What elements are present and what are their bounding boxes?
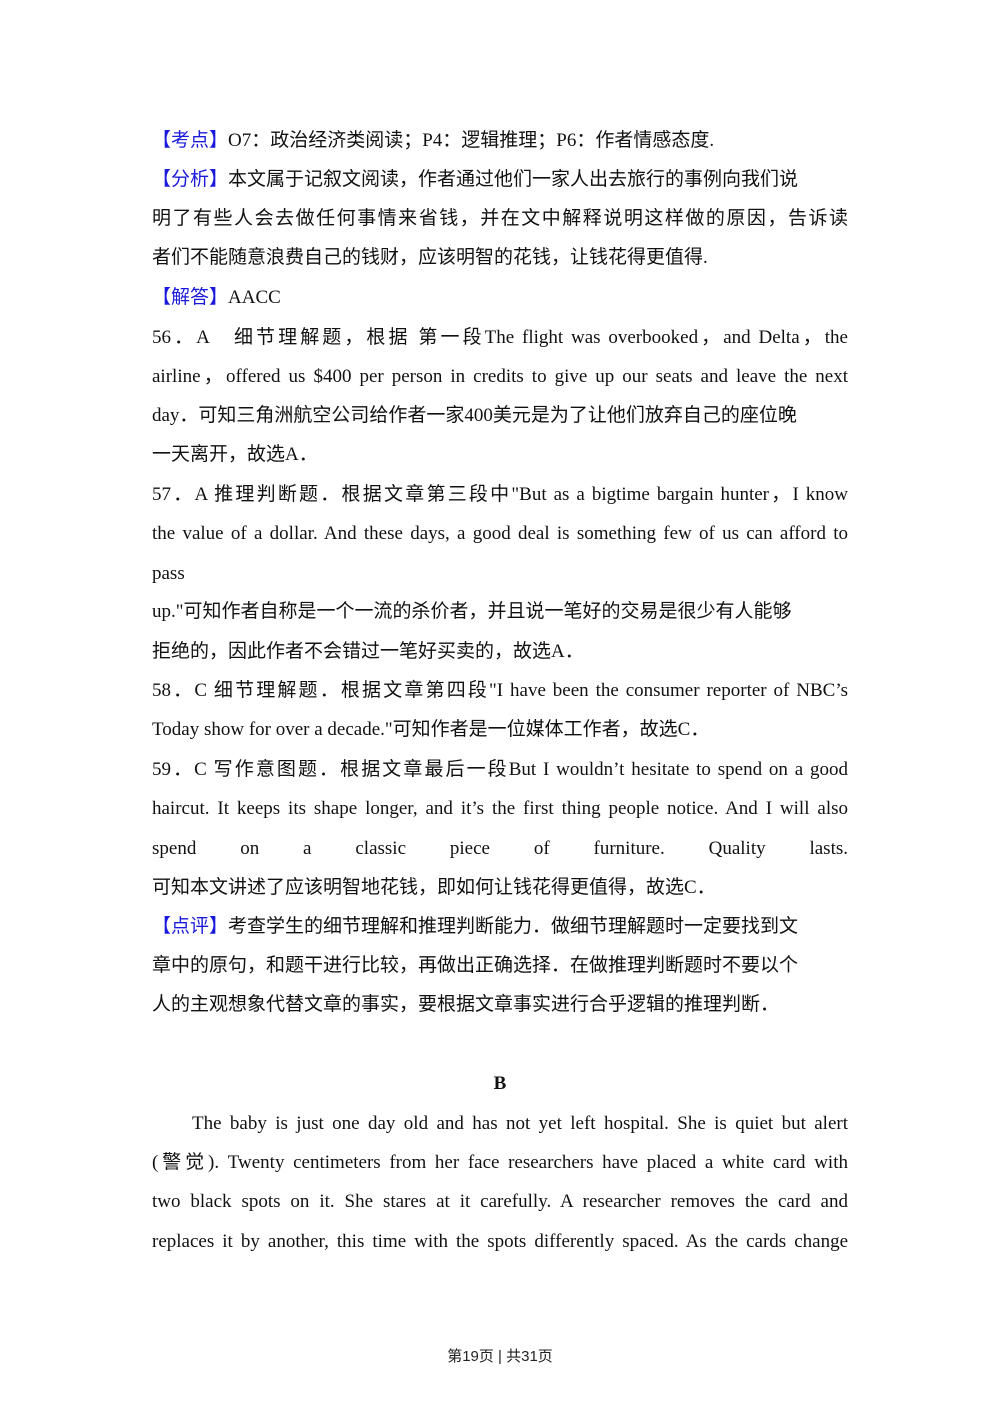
page-footer: 第19页 | 共31页 [447, 1348, 553, 1365]
passage-line: (警觉). Twenty centimeters from her face r… [152, 1152, 848, 1173]
jieda-answers: AACC [228, 287, 281, 308]
passage-line: replaces it by another, this time with t… [152, 1231, 848, 1252]
dianping-text: 考查学生的细节理解和推理判断能力．做细节理解题时一定要找到文 [228, 916, 799, 937]
q57-line: up."可知作者自称是一个一流的杀价者，并且说一笔好的交易是很少有人能够 [152, 601, 792, 622]
dianping-line: 【点评】考查学生的细节理解和推理判断能力．做细节理解题时一定要找到文 [152, 915, 848, 939]
q56-line: 56．A 细节理解题，根据 第一段The flight was overbook… [152, 327, 848, 348]
fenxi-line: 【分析】本文属于记叙文阅读，作者通过他们一家人出去旅行的事例向我们说 [152, 168, 848, 192]
q56-line: airline，offered us $400 per person in cr… [152, 366, 848, 387]
jieda-line: 【解答】AACC [152, 286, 848, 310]
jieda-label: 【解答】 [152, 287, 229, 308]
q59-line: 可知本文讲述了应该明智地花钱，即如何让钱花得更值得，故选C． [152, 877, 716, 898]
q57-line: the value of a dollar. And these days, a… [152, 523, 848, 544]
q57-line: 57．A 推理判断题．根据文章第三段中"But as a bigtime bar… [152, 484, 848, 505]
fenxi-line: 明了有些人会去做任何事情来省钱，并在文中解释说明这样做的原因，告诉读 [152, 208, 848, 229]
kaodian-line: 【考点】O7：政治经济类阅读；P4：逻辑推理；P6：作者情感态度. [152, 129, 848, 153]
q58-line: Today show for over a decade."可知作者是一位媒体工… [152, 719, 710, 740]
passage-line: two black spots on it. She stares at it … [152, 1191, 848, 1212]
fenxi-line: 者们不能随意浪费自己的钱财，应该明智的花钱，让钱花得更值得. [152, 247, 708, 268]
dianping-line: 章中的原句，和题干进行比较，再做出正确选择．在做推理判断题时不要以个 [152, 955, 799, 976]
q56-line: 一天离开，故选A． [152, 444, 318, 465]
dianping-label: 【点评】 [152, 916, 229, 937]
section-heading: B [493, 1073, 507, 1094]
q59-line: spend on a classic piece of furniture. Q… [152, 838, 848, 859]
q59-line: 59．C 写作意图题．根据文章最后一段But I wouldn’t hesita… [152, 759, 848, 780]
fenxi-text: 本文属于记叙文阅读，作者通过他们一家人出去旅行的事例向我们说 [228, 169, 799, 190]
passage-line: The baby is just one day old and has not… [192, 1113, 848, 1134]
q57-line: pass [152, 563, 185, 584]
fenxi-label: 【分析】 [152, 169, 229, 190]
q56-line: day．可知三角洲航空公司给作者一家400美元是为了让他们放弃自己的座位晚 [152, 405, 797, 426]
q57-line: 拒绝的，因此作者不会错过一笔好买卖的，故选A． [152, 641, 584, 662]
kaodian-label: 【考点】 [152, 130, 229, 151]
dianping-line: 人的主观想象代替文章的事实，要根据文章事实进行合乎逻辑的推理判断． [152, 994, 780, 1015]
q58-line: 58．C 细节理解题．根据文章第四段"I have been the consu… [152, 680, 848, 701]
kaodian-text: O7：政治经济类阅读；P4：逻辑推理；P6：作者情感态度. [228, 130, 715, 151]
q59-line: haircut. It keeps its shape longer, and … [152, 798, 848, 819]
